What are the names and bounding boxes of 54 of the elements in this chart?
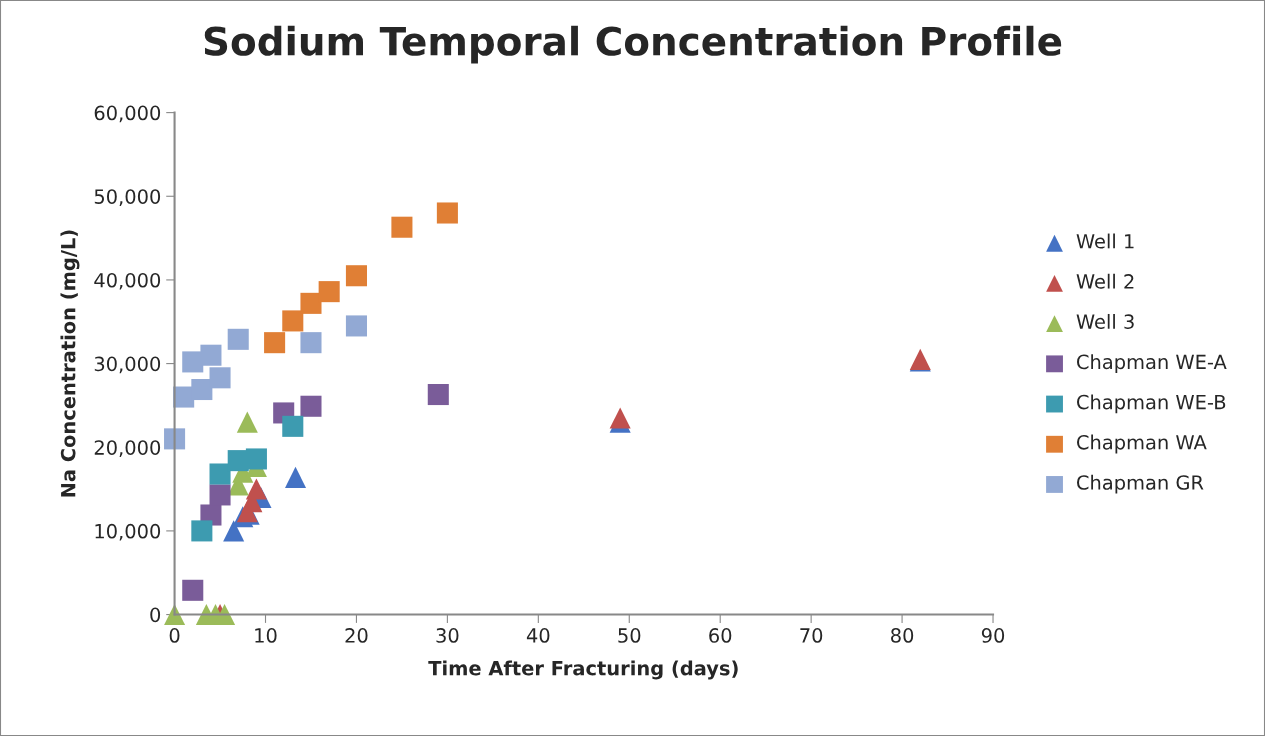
point [245, 478, 267, 500]
point [209, 463, 231, 485]
x-tick-label: 50 [618, 628, 641, 643]
y-tick-label: 50,000 [94, 189, 161, 206]
legend-label: Chapman WE-B [1077, 394, 1226, 414]
y-tick-label: 60,000 [94, 105, 161, 123]
point [282, 310, 304, 332]
x-tick-label: 10 [255, 628, 277, 643]
point [345, 315, 367, 337]
point [436, 202, 458, 224]
point [427, 384, 449, 406]
y-tick-label: 0 [150, 607, 161, 623]
point [223, 520, 245, 542]
point [391, 216, 413, 238]
x-tick-label: 40 [526, 628, 550, 643]
y-tick-label: 30,000 [94, 356, 161, 374]
x-tick-label: 80 [891, 628, 914, 643]
point [264, 332, 286, 354]
point [284, 466, 307, 488]
x-tick-label: 70 [800, 628, 823, 643]
x-tick-label: 90 [981, 628, 1005, 643]
chart-title: Sodium Temporal Concentration Profile [204, 25, 1062, 64]
point [300, 332, 322, 354]
point [209, 367, 231, 389]
x-tick-label: 0 [169, 628, 180, 643]
y-tick-label: 20,000 [94, 440, 161, 457]
point [245, 448, 267, 470]
x-tick-label: 60 [709, 628, 732, 643]
point [300, 292, 322, 314]
legend-label: Chapman GR [1077, 474, 1204, 494]
legend-label: Well 1 [1076, 233, 1134, 249]
point [300, 395, 322, 417]
point [318, 281, 340, 303]
y-tick-label: 40,000 [94, 272, 161, 290]
point [191, 378, 213, 401]
point [164, 428, 186, 450]
point [191, 520, 213, 542]
point [164, 604, 186, 626]
y-tick-label: 10,000 [95, 523, 161, 541]
point [209, 484, 231, 506]
point [200, 344, 222, 366]
point [345, 265, 367, 287]
point [282, 415, 304, 437]
y-axis-title: Na Concentration (mg/L) [60, 230, 80, 497]
point [236, 411, 258, 433]
point [182, 579, 204, 601]
legend-label: Well 2 [1076, 273, 1134, 289]
point [227, 328, 249, 350]
x-tick-label: 30 [436, 628, 459, 643]
x-axis-title: Time After Fracturing (days) [428, 660, 738, 680]
legend-label: Chapman WA [1077, 434, 1207, 454]
x-tick-label: 20 [345, 628, 368, 643]
legend-label: Chapman WE-A [1077, 354, 1227, 373]
legend-label: Well 3 [1076, 313, 1134, 330]
